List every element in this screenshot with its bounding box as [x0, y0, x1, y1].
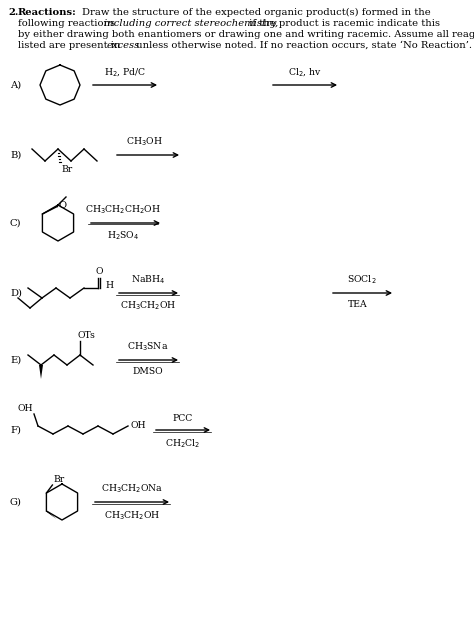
- Text: CH$_3$CH$_2$OH: CH$_3$CH$_2$OH: [120, 300, 176, 312]
- Text: Br: Br: [54, 475, 64, 484]
- Text: Draw the structure of the expected organic product(s) formed in the: Draw the structure of the expected organ…: [82, 8, 431, 17]
- Text: E): E): [10, 355, 21, 365]
- Text: CH$_3$CH$_2$CH$_2$OH: CH$_3$CH$_2$CH$_2$OH: [85, 203, 161, 216]
- Text: if the product is racemic indicate this: if the product is racemic indicate this: [246, 19, 440, 28]
- Text: H: H: [105, 280, 113, 290]
- Text: H$_2$SO$_4$: H$_2$SO$_4$: [107, 230, 139, 243]
- Text: CH$_2$Cl$_2$: CH$_2$Cl$_2$: [165, 437, 201, 449]
- Text: SOCl$_2$: SOCl$_2$: [347, 273, 377, 286]
- Text: G): G): [10, 498, 22, 507]
- Polygon shape: [39, 365, 43, 379]
- Text: NaBH$_4$: NaBH$_4$: [131, 273, 165, 286]
- Text: 2.: 2.: [8, 8, 18, 17]
- Text: OTs: OTs: [78, 331, 96, 340]
- Text: D): D): [10, 289, 22, 297]
- Text: unless otherwise noted. If no reaction occurs, state ‘No Reaction’.: unless otherwise noted. If no reaction o…: [133, 41, 472, 50]
- Text: C): C): [10, 219, 22, 227]
- Text: DMSO: DMSO: [133, 367, 164, 376]
- Text: F): F): [10, 425, 21, 435]
- Text: O: O: [95, 267, 103, 276]
- Text: PCC: PCC: [173, 414, 193, 423]
- Text: including correct stereochemistry,: including correct stereochemistry,: [104, 19, 278, 28]
- Text: CH$_3$OH: CH$_3$OH: [126, 135, 163, 148]
- Text: Br: Br: [61, 165, 72, 174]
- Polygon shape: [46, 511, 56, 519]
- Text: O: O: [58, 201, 66, 210]
- Text: OH: OH: [18, 404, 33, 413]
- Text: excess: excess: [107, 41, 140, 50]
- Text: Reactions:: Reactions:: [18, 8, 77, 17]
- Text: OH: OH: [131, 421, 146, 430]
- Text: CH$_3$SNa: CH$_3$SNa: [128, 340, 169, 353]
- Text: by either drawing both enantiomers or drawing one and writing racemic. Assume al: by either drawing both enantiomers or dr…: [18, 30, 474, 39]
- Text: CH$_3$CH$_2$ONa: CH$_3$CH$_2$ONa: [101, 483, 163, 495]
- Text: B): B): [10, 151, 21, 159]
- Text: A): A): [10, 81, 21, 89]
- Text: H$_2$, Pd/C: H$_2$, Pd/C: [104, 66, 146, 78]
- Text: CH$_3$CH$_2$OH: CH$_3$CH$_2$OH: [104, 509, 160, 522]
- Text: Cl$_2$, hv: Cl$_2$, hv: [288, 66, 322, 78]
- Text: TEA: TEA: [348, 300, 368, 309]
- Text: following reactions: following reactions: [18, 19, 118, 28]
- Text: listed are present in: listed are present in: [18, 41, 124, 50]
